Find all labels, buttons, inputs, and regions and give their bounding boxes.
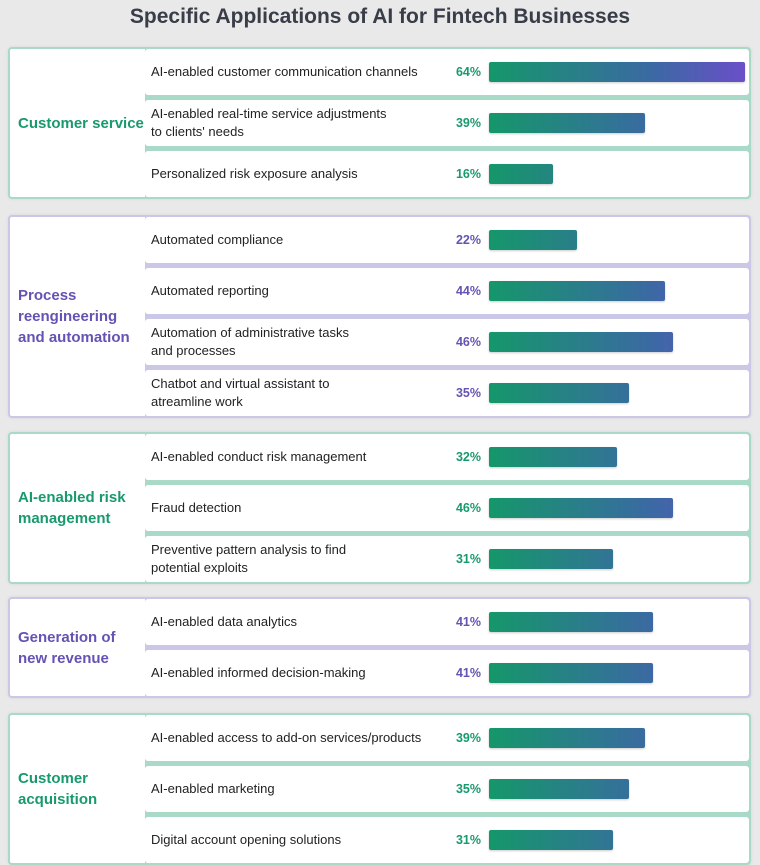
bar-label: AI-enabled real-time service adjustments… bbox=[151, 106, 387, 139]
bar-track bbox=[489, 281, 749, 301]
bar-row: Chatbot and virtual assistant to atreaml… bbox=[145, 370, 749, 416]
bar bbox=[489, 62, 745, 82]
bar bbox=[489, 281, 665, 301]
bar bbox=[489, 612, 653, 632]
data-label: 31% bbox=[455, 552, 481, 566]
bar-label: Fraud detection bbox=[151, 500, 242, 515]
group-label: Process reengineering and automation bbox=[18, 287, 130, 346]
group-panel: Customer service AI-enabled customer comm… bbox=[8, 47, 751, 199]
bar-track bbox=[489, 332, 749, 352]
bar-track bbox=[489, 498, 749, 518]
bar-row: Automated compliance 22% bbox=[145, 217, 749, 263]
bar-row: AI-enabled data analytics 41% bbox=[145, 599, 749, 645]
data-label: 35% bbox=[455, 386, 481, 400]
data-label: 31% bbox=[455, 833, 481, 847]
bar-row: Fraud detection 46% bbox=[145, 485, 749, 531]
bar-track bbox=[489, 663, 749, 683]
bar-track bbox=[489, 830, 749, 850]
bar bbox=[489, 830, 613, 850]
bar-track bbox=[489, 447, 749, 467]
bar-track bbox=[489, 164, 749, 184]
bar-label: AI-enabled conduct risk management bbox=[151, 449, 367, 464]
bar-label: AI-enabled access to add-on services/pro… bbox=[151, 730, 422, 745]
group-label: Customer service bbox=[18, 114, 144, 132]
group-label: Customer acquisition bbox=[18, 770, 98, 808]
bar-label: Automation of administrative tasks and p… bbox=[151, 325, 349, 358]
chart-groups: Customer service AI-enabled customer comm… bbox=[8, 47, 751, 865]
group-panel: Generation of new revenue AI-enabled data… bbox=[8, 597, 751, 698]
group-rows: AI-enabled access to add-on services/pro… bbox=[145, 715, 749, 863]
group-panel: AI-enabled risk management AI-enabled con… bbox=[8, 432, 751, 584]
group-rows: AI-enabled conduct risk management 32% Fra… bbox=[145, 434, 749, 582]
bar-row: AI-enabled marketing 35% bbox=[145, 766, 749, 812]
data-label: 46% bbox=[455, 501, 481, 515]
bar bbox=[489, 383, 629, 403]
data-label: 39% bbox=[455, 731, 481, 745]
bar-label: Personalized risk exposure analysis bbox=[151, 166, 358, 181]
bar-row: AI-enabled access to add-on services/pro… bbox=[145, 715, 749, 761]
data-label: 35% bbox=[455, 782, 481, 796]
bar-row: AI-enabled conduct risk management 32% bbox=[145, 434, 749, 480]
bar-label: AI-enabled informed decision-making bbox=[151, 665, 366, 680]
bar-track bbox=[489, 612, 749, 632]
bar-label: Automated compliance bbox=[151, 232, 284, 247]
bar-label: Preventive pattern analysis to find pote… bbox=[151, 542, 347, 575]
group-rows: Automated compliance 22% Automated reporti… bbox=[145, 217, 749, 416]
bar-row: Personalized risk exposure analysis 16% bbox=[145, 151, 749, 197]
bar-row: AI-enabled real-time service adjustments… bbox=[145, 100, 749, 146]
bar bbox=[489, 332, 673, 352]
group-label: AI-enabled risk management bbox=[18, 489, 126, 527]
bar-row: Automated reporting 44% bbox=[145, 268, 749, 314]
bar-track bbox=[489, 728, 749, 748]
bar-row: Automation of administrative tasks and p… bbox=[145, 319, 749, 365]
data-label: 16% bbox=[455, 167, 481, 181]
bar-label: AI-enabled customer communication channe… bbox=[151, 64, 418, 79]
bar bbox=[489, 113, 645, 133]
data-label: 41% bbox=[455, 666, 481, 680]
bar bbox=[489, 663, 653, 683]
group-rows: AI-enabled data analytics 41% AI-enabled i… bbox=[145, 599, 749, 696]
bar-row: Preventive pattern analysis to find pote… bbox=[145, 536, 749, 582]
chart-title: Specific Applications of AI for Fintech … bbox=[129, 5, 631, 28]
bar bbox=[489, 230, 577, 250]
group-panel: Process reengineering and automation Auto… bbox=[8, 215, 751, 418]
bar-track bbox=[489, 230, 749, 250]
bar-label: Digital account opening solutions bbox=[151, 832, 342, 847]
bar-row: AI-enabled informed decision-making 41% bbox=[145, 650, 749, 696]
bar-track bbox=[489, 549, 749, 569]
data-label: 64% bbox=[455, 65, 481, 79]
data-label: 41% bbox=[455, 615, 481, 629]
bar-label: AI-enabled data analytics bbox=[151, 614, 297, 629]
bar bbox=[489, 549, 613, 569]
bar-label: Automated reporting bbox=[151, 283, 269, 298]
bar bbox=[489, 728, 645, 748]
group-label: Generation of new revenue bbox=[18, 628, 116, 667]
bar-row: Digital account opening solutions 31% bbox=[145, 817, 749, 863]
bar-track bbox=[489, 62, 749, 82]
bar-label: AI-enabled marketing bbox=[151, 781, 275, 796]
data-label: 32% bbox=[455, 450, 481, 464]
bar bbox=[489, 498, 673, 518]
group-rows: AI-enabled customer communication channe… bbox=[145, 49, 749, 197]
bar-track bbox=[489, 113, 749, 133]
bar-label: Chatbot and virtual assistant to atreaml… bbox=[151, 376, 330, 409]
bar bbox=[489, 779, 629, 799]
bar bbox=[489, 164, 553, 184]
bar-track bbox=[489, 779, 749, 799]
bar-row: AI-enabled customer communication channe… bbox=[145, 49, 749, 95]
group-panel: Customer acquisition AI-enabled access to… bbox=[8, 713, 751, 865]
bar bbox=[489, 447, 617, 467]
data-label: 22% bbox=[455, 233, 481, 247]
data-label: 39% bbox=[455, 116, 481, 130]
data-label: 46% bbox=[455, 335, 481, 349]
data-label: 44% bbox=[455, 284, 481, 298]
bar-track bbox=[489, 383, 749, 403]
